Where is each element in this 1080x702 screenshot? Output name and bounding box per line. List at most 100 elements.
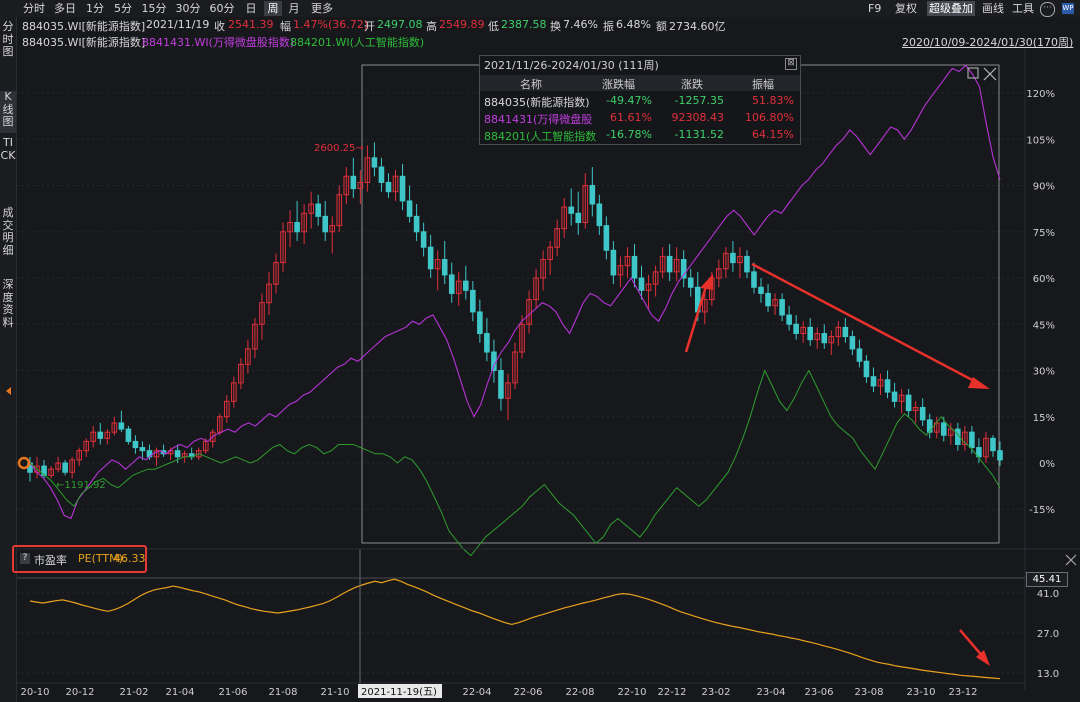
y-tick-label: 120%: [1026, 89, 1055, 100]
ai-index-line: [29, 369, 1001, 557]
candle-body: [132, 440, 139, 449]
x-tick-label: 23-10: [906, 687, 935, 698]
x-tick-label: 23-02: [701, 687, 730, 698]
candle-body: [554, 228, 560, 248]
candle-body: [69, 459, 75, 473]
x-tick-label: 21-02: [119, 687, 148, 698]
popup-close-icon[interactable]: ⊠: [785, 58, 797, 70]
candle-body: [905, 394, 912, 412]
open-label: 开: [364, 20, 375, 33]
wp-badge-icon[interactable]: WP: [1062, 3, 1074, 14]
sidebar-item-research[interactable]: 深度资料: [2, 278, 14, 329]
row-amp: 64.15%: [752, 128, 794, 141]
candle-body: [48, 468, 54, 476]
sidebar-item-intraday[interactable]: 分时图: [2, 20, 14, 58]
candle-body: [378, 166, 385, 183]
f9-button[interactable]: F9: [868, 2, 882, 15]
candle-body: [758, 286, 764, 294]
x-tick-label: 23-08: [854, 687, 883, 698]
tab-60min[interactable]: 60分: [209, 2, 235, 15]
candle-body: [406, 200, 413, 217]
collapse-arrow-icon[interactable]: [6, 387, 11, 395]
sidebar-item-trades[interactable]: 成交明细: [2, 206, 14, 257]
tools-button[interactable]: 工具: [1012, 2, 1034, 15]
pe-label: 市盈率: [34, 554, 67, 567]
tab-30min[interactable]: 30分: [175, 2, 201, 15]
candle-body: [582, 185, 589, 224]
x-tick-label: 21-10: [320, 687, 349, 698]
candle-body: [793, 323, 799, 335]
legend-micro-cap[interactable]: 8841431.WI(万得微盘股指数): [142, 36, 295, 49]
origin-marker-icon: [17, 456, 31, 470]
turnover-label: 换: [550, 20, 561, 33]
row-name: 8841431(万得微盘股: [484, 113, 593, 126]
candle-body: [617, 265, 624, 276]
candle-body: [737, 255, 743, 264]
candle-body: [90, 431, 97, 442]
up-arrow-annotation: [684, 282, 709, 353]
legend-ai-index[interactable]: 884201.WI(人工智能指数): [290, 36, 425, 49]
pe-y-tick-label: 41.0: [1037, 589, 1059, 600]
close-value: 2541.39: [228, 18, 274, 31]
row-amp: 106.80%: [745, 111, 794, 124]
candle-body: [350, 175, 357, 190]
candle-body: [273, 262, 279, 285]
overlay-button[interactable]: 超级叠加: [927, 1, 975, 16]
tab-day[interactable]: 日: [245, 2, 257, 15]
candle-body: [434, 259, 441, 270]
pe-name: PE(TTM):: [78, 552, 127, 565]
candle-body: [765, 292, 771, 307]
tab-week[interactable]: 周: [264, 1, 282, 16]
tab-intraday[interactable]: 分时: [23, 2, 45, 15]
row-name: 884035(新能源指数): [484, 96, 590, 109]
tab-1min[interactable]: 1分: [86, 2, 104, 15]
tab-multiday[interactable]: 多日: [54, 2, 76, 15]
candle-body: [575, 212, 582, 224]
candle-body: [610, 249, 617, 276]
low-value: 2387.58: [501, 18, 547, 31]
y-tick-label: 90%: [1033, 182, 1055, 193]
tab-month[interactable]: 月: [288, 2, 300, 15]
tab-15min[interactable]: 15分: [141, 2, 167, 15]
more-icon[interactable]: ···: [1040, 2, 1055, 17]
candle-body: [202, 440, 209, 452]
candle-body: [884, 379, 891, 393]
candle-body: [912, 407, 919, 412]
tab-more[interactable]: 更多: [311, 2, 333, 15]
candle-body: [125, 428, 132, 442]
candle-body: [842, 326, 849, 338]
candle-body: [505, 382, 511, 399]
candle-body: [336, 194, 343, 227]
candle-body: [701, 299, 708, 313]
amount-label: 额: [656, 20, 667, 33]
change-label: 幅: [280, 20, 291, 33]
candle-body: [962, 431, 968, 446]
help-icon[interactable]: ?: [20, 553, 30, 564]
draw-button[interactable]: 画线: [982, 2, 1004, 15]
candle-body: [448, 274, 455, 294]
date-range[interactable]: 2020/10/09-2024/01/30(170周): [902, 36, 1074, 49]
x-tick-label: 22-04: [462, 687, 491, 698]
sidebar-item-tick[interactable]: TICK: [0, 136, 16, 162]
legend-main[interactable]: 884035.WI[新能源指数]: [22, 36, 146, 49]
y-tick-label: 105%: [1026, 135, 1055, 146]
x-tick-label: 23-06: [804, 687, 833, 698]
candle-body: [631, 255, 638, 279]
pe-indicator-header[interactable]: ? 市盈率 PE(TTM): 46.33: [12, 545, 147, 573]
down-arrow-annotation: [751, 262, 979, 385]
candle-body: [638, 277, 645, 291]
tab-5min[interactable]: 5分: [114, 2, 132, 15]
adjust-button[interactable]: 复权: [895, 2, 917, 15]
candle-body: [807, 326, 814, 341]
candle-body: [97, 431, 104, 439]
candle-body: [680, 259, 687, 279]
candle-body: [821, 333, 828, 344]
sidebar-item-kline[interactable]: K线图: [0, 90, 16, 133]
period-toolbar: 分时 多日 1分 5分 15分 30分 60分 日 周 月 更多 F9 复权 超…: [0, 0, 1080, 17]
candle-body: [716, 268, 722, 279]
pe-line: [29, 578, 1001, 680]
candle-body: [266, 283, 272, 304]
candle-body: [364, 157, 371, 183]
row-name: 884201(人工智能指数: [484, 130, 597, 143]
x-tick-label: 20-10: [20, 687, 49, 698]
